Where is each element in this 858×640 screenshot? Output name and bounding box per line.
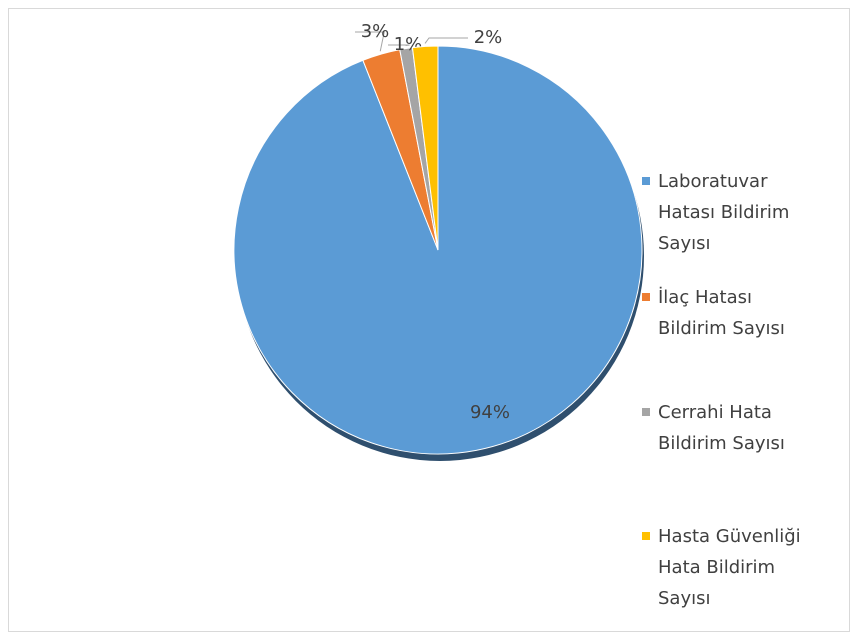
legend-label: Cerrahi Hata Bildirim Sayısı: [658, 402, 785, 454]
legend-label: İlaç Hatası Bildirim Sayısı: [658, 287, 785, 339]
legend-item: Hasta Güvenliği Hata Bildirim Sayısı: [642, 521, 818, 614]
legend-item: İlaç Hatası Bildirim Sayısı: [642, 282, 818, 344]
legend-swatch: [642, 293, 650, 301]
legend-item: Cerrahi Hata Bildirim Sayısı: [642, 397, 818, 459]
data-label: 94%: [470, 402, 510, 423]
legend-swatch: [642, 532, 650, 540]
leader-line: [388, 44, 410, 47]
leader-line: [424, 37, 468, 44]
legend-label: Hasta Güvenliği Hata Bildirim Sayısı: [658, 526, 801, 609]
leader-line: [355, 31, 385, 52]
data-label: 3%: [361, 21, 390, 42]
legend-item: Laboratuvar Hatası Bildirim Sayısı: [642, 166, 818, 259]
pie-slice: [411, 45, 439, 251]
legend-swatch: [642, 408, 650, 416]
legend-label: Laboratuvar Hatası Bildirim Sayısı: [658, 171, 790, 254]
legend-swatch: [642, 177, 650, 185]
data-label: 2%: [474, 27, 503, 48]
